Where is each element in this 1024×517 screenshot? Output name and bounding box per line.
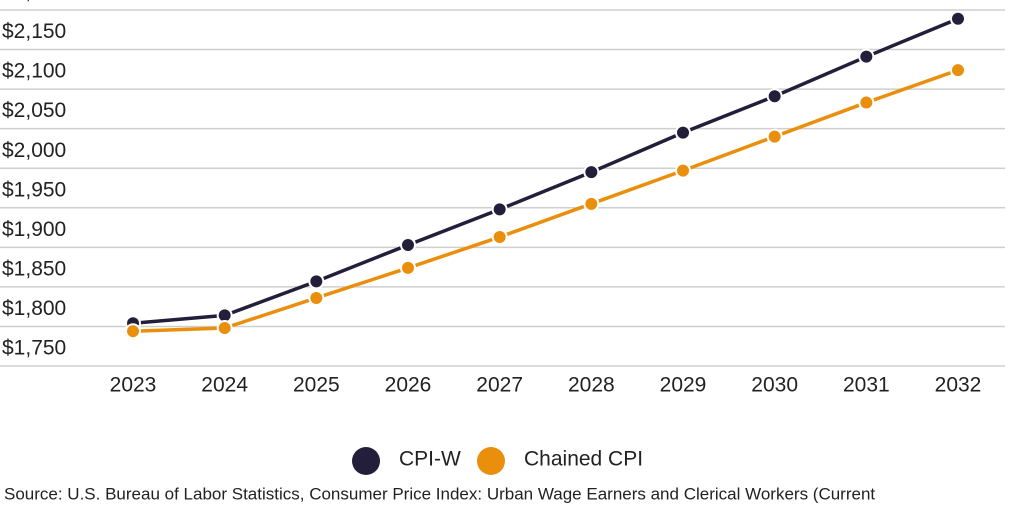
- data-point: [766, 128, 783, 145]
- x-tick-label: 2030: [751, 374, 798, 397]
- data-point: [675, 162, 691, 179]
- x-tick-label: 2029: [660, 374, 707, 397]
- legend-label: Chained CPI: [524, 448, 643, 471]
- data-point: [400, 236, 416, 253]
- data-point: [858, 48, 875, 65]
- y-tick-label: $1,850: [2, 257, 66, 280]
- y-tick-label: $2,200: [2, 0, 66, 4]
- series-line: [132, 68, 959, 333]
- data-point: [400, 259, 416, 276]
- x-tick-label: 2024: [201, 374, 248, 397]
- y-tick-label: $1,800: [2, 297, 66, 320]
- data-point: [675, 124, 691, 141]
- x-tick-label: 2031: [843, 374, 890, 397]
- y-tick-label: $1,900: [2, 218, 66, 241]
- x-tick-label: 2025: [293, 374, 340, 397]
- y-tick-label: $2,150: [2, 20, 66, 43]
- y-tick-label: $2,100: [2, 60, 66, 83]
- x-tick-label: 2027: [476, 374, 523, 397]
- data-point: [491, 201, 508, 218]
- data-point: [583, 195, 600, 212]
- data-point: [950, 62, 966, 79]
- x-tick-label: 2026: [385, 374, 432, 397]
- data-point: [766, 88, 783, 105]
- y-tick-label: $1,950: [2, 178, 66, 201]
- legend-marker: [352, 447, 380, 475]
- data-point: [491, 229, 508, 246]
- data-point: [308, 273, 325, 290]
- x-tick-label: 2023: [110, 374, 157, 397]
- data-point: [125, 323, 141, 340]
- data-point: [950, 10, 966, 27]
- legend-marker: [477, 447, 505, 475]
- x-tick-label: 2028: [568, 374, 615, 397]
- series-line: [132, 17, 959, 326]
- y-tick-label: $2,050: [2, 99, 66, 122]
- data-point: [583, 164, 600, 181]
- data-point: [216, 320, 233, 337]
- legend-label: CPI-W: [399, 448, 461, 471]
- x-tick-label: 2032: [935, 374, 982, 397]
- source-note: Source: U.S. Bureau of Labor Statistics,…: [4, 484, 875, 503]
- y-tick-label: $1,750: [2, 337, 66, 360]
- data-point: [308, 289, 325, 306]
- y-tick-label: $2,000: [2, 139, 66, 162]
- data-point: [858, 94, 875, 111]
